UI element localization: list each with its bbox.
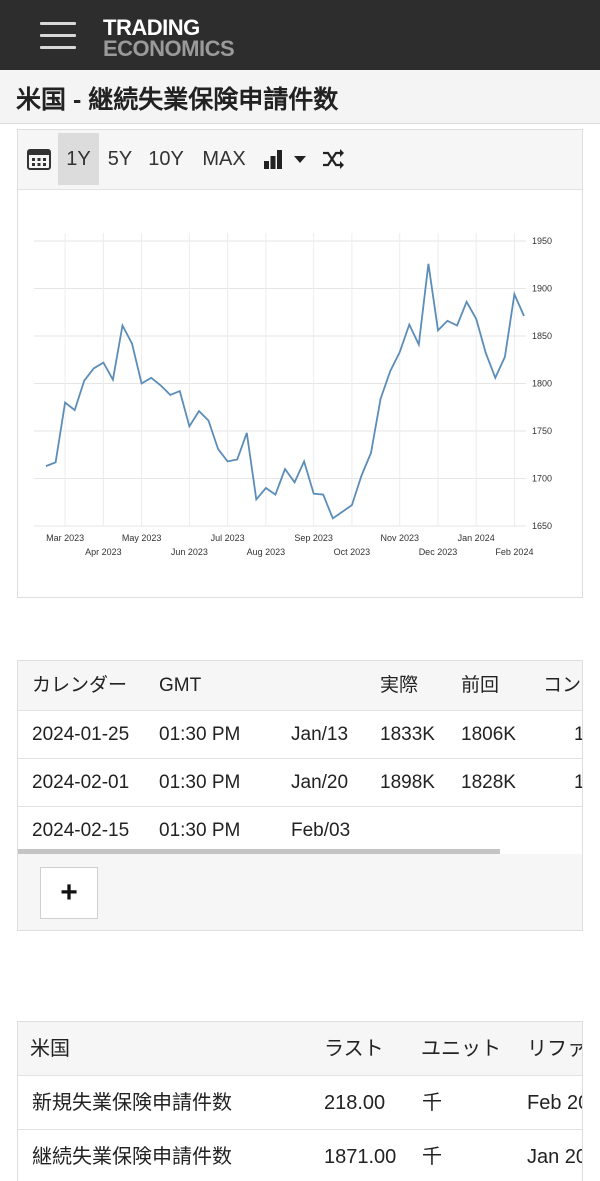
col-reference: リファレンス <box>527 1038 583 1060</box>
related-indicators-panel: 米国 ラスト ユニット リファレンス 新規失業保険申請件数 218.00 千 F… <box>17 1021 583 1181</box>
x-tick-label: Jun 2023 <box>171 547 208 557</box>
y-tick-label: 1700 <box>532 474 552 484</box>
indicator-unit: 千 <box>422 1146 442 1168</box>
table-row[interactable]: 新規失業保険申請件数 218.00 千 Feb 2024 <box>18 1076 582 1130</box>
calendar-panel: カレンダー GMT 実際 前回 コンセンサス 2024-01-25 01:30 … <box>17 660 583 931</box>
calendar-time: 01:30 PM <box>159 724 241 745</box>
table-row: 2024-01-25 01:30 PM Jan/13 1833K 1806K 1… <box>18 711 582 759</box>
calendar-table[interactable]: カレンダー GMT 実際 前回 コンセンサス 2024-01-25 01:30 … <box>18 661 582 854</box>
x-tick-label: May 2023 <box>122 533 162 543</box>
logo-line2: ECONOMICS <box>103 36 235 61</box>
chart-toolbar: 1Y 5Y 10Y MAX <box>18 130 582 190</box>
title-bar: 米国 - 継続失業保険申請件数 <box>0 70 600 124</box>
indicator-unit: 千 <box>422 1092 442 1114</box>
indicator-reference: Feb 2024 <box>527 1092 582 1114</box>
indicator-reference: Jan 2024 <box>527 1146 582 1168</box>
calendar-reference: Jan/20 <box>291 772 349 793</box>
indicator-name-link[interactable]: 継続失業保険申請件数 <box>32 1146 232 1168</box>
shuffle-icon[interactable] <box>318 133 348 185</box>
col-calendar: カレンダー <box>32 675 128 696</box>
y-tick-label: 1750 <box>532 426 552 436</box>
y-tick-label: 1950 <box>532 236 552 246</box>
indicator-name-link[interactable]: 新規失業保険申請件数 <box>32 1092 232 1114</box>
x-tick-label: Feb 2024 <box>495 547 533 557</box>
y-tick-label: 1850 <box>532 331 552 341</box>
shuffle-icon-svg <box>323 149 344 169</box>
chart-grid <box>34 233 526 527</box>
calendar-previous: 1806K <box>461 724 516 745</box>
y-tick-label: 1650 <box>532 521 552 531</box>
col-last: ラスト <box>324 1038 384 1060</box>
x-tick-label: Mar 2023 <box>46 533 84 543</box>
calendar-previous: 1828K <box>461 772 516 793</box>
table-row: 2024-02-15 01:30 PM Feb/03 <box>18 807 582 854</box>
x-tick-label: Dec 2023 <box>419 547 458 557</box>
calendar-header-row: カレンダー GMT 実際 前回 コンセンサス <box>18 661 582 711</box>
x-tick-label: Nov 2023 <box>380 533 419 543</box>
range-1y-button[interactable]: 1Y <box>58 133 99 185</box>
calendar-time: 01:30 PM <box>159 820 241 841</box>
calendar-reference: Feb/03 <box>291 820 351 841</box>
page-title: 米国 - 継続失業保険申請件数 <box>16 86 339 114</box>
calendar-date: 2024-02-15 <box>32 820 130 841</box>
x-tick-label: Apr 2023 <box>85 547 122 557</box>
calendar-actual: 1833K <box>380 724 435 745</box>
related-header-row: 米国 ラスト ユニット リファレンス <box>18 1022 583 1076</box>
table-row[interactable]: 継続失業保険申請件数 1871.00 千 Jan 2024 <box>18 1130 582 1181</box>
calendar-consensus: 1840K <box>574 759 582 807</box>
bar-chart-icon-svg <box>264 150 282 169</box>
range-5y-button[interactable]: 5Y <box>107 148 133 170</box>
horizontal-scrollbar[interactable] <box>18 849 500 854</box>
col-unit: ユニット <box>421 1038 501 1060</box>
claims-line-chart: 1650 1700 1750 1800 1850 1900 1950 Mar 2023 May… <box>34 233 552 557</box>
table-row: 2024-02-01 01:30 PM Jan/20 1898K 1828K 1… <box>18 759 582 807</box>
col-previous: 前回 <box>461 675 500 696</box>
calendar-date: 2024-02-01 <box>32 772 130 793</box>
logo-line1: TRADING <box>103 15 200 40</box>
indicator-last: 218.00 <box>324 1092 386 1114</box>
trading-economics-logo[interactable]: TRADING ECONOMICS <box>103 15 235 61</box>
calendar-reference: Jan/13 <box>291 724 349 745</box>
x-tick-label: Jul 2023 <box>211 533 245 543</box>
x-tick-label: Sep 2023 <box>294 533 333 543</box>
y-tick-label: 1900 <box>532 284 552 294</box>
calendar-actual: 1898K <box>380 772 435 793</box>
col-gmt: GMT <box>159 675 202 696</box>
calendar-date: 2024-01-25 <box>32 724 130 745</box>
x-tick-label: Oct 2023 <box>334 547 371 557</box>
col-actual: 実際 <box>380 675 419 696</box>
top-navbar: TRADING ECONOMICS <box>0 0 600 70</box>
range-max-button[interactable]: MAX <box>202 148 246 170</box>
calendar-icon[interactable] <box>24 133 54 185</box>
x-tick-label: Jan 2024 <box>458 533 495 543</box>
col-consensus: コンセンサス <box>543 675 582 696</box>
bar-chart-icon[interactable] <box>260 133 286 185</box>
col-country: 米国 <box>30 1038 70 1060</box>
y-axis-labels: 1650 1700 1750 1800 1850 1900 1950 <box>532 236 552 531</box>
caret-down-icon[interactable] <box>290 133 310 185</box>
calendar-time: 01:30 PM <box>159 772 241 793</box>
range-10y-button[interactable]: 10Y <box>148 148 184 170</box>
caret-down-icon-svg <box>294 156 306 163</box>
x-tick-label: Aug 2023 <box>247 547 286 557</box>
series-line <box>45 263 525 520</box>
calendar-icon-svg <box>27 149 51 170</box>
add-event-button[interactable]: + <box>40 867 98 919</box>
menu-icon[interactable] <box>40 22 76 50</box>
calendar-consensus: 1828K <box>574 711 582 759</box>
y-tick-label: 1800 <box>532 379 552 389</box>
x-axis-labels: Mar 2023 May 2023 Jul 2023 Sep 2023 Nov 2023… <box>46 533 533 557</box>
chart-panel: 1Y 5Y 10Y MAX 1650 1700 1750 18 <box>17 129 583 598</box>
indicator-last: 1871.00 <box>324 1146 397 1168</box>
